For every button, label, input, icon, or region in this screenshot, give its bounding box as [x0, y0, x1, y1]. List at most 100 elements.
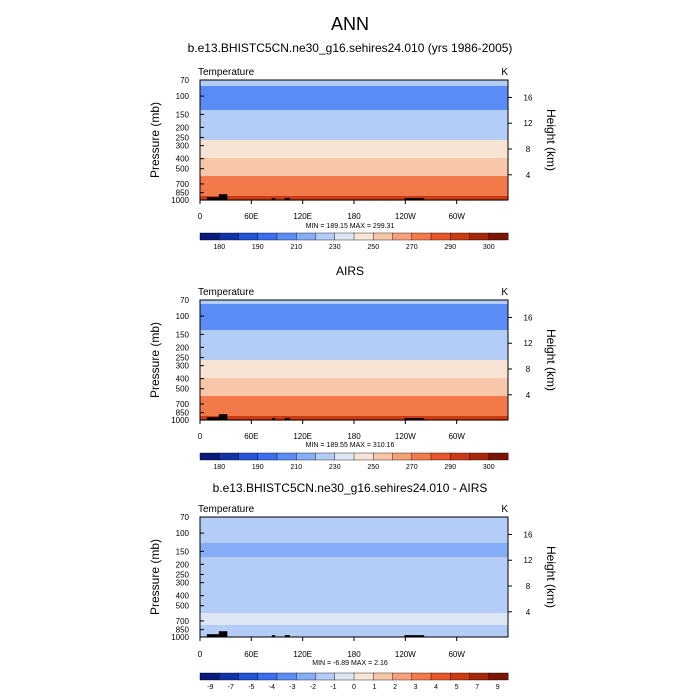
- x-tick-label: 0: [198, 212, 203, 221]
- contour-band: [200, 326, 508, 329]
- colorbar-swatch: [257, 672, 278, 681]
- contour-band: [200, 312, 508, 315]
- contour-band: [200, 196, 508, 199]
- contour-band: [200, 635, 508, 638]
- contour-band: [200, 344, 508, 347]
- y-right-tick-label: 8: [526, 365, 531, 374]
- contour-band: [200, 144, 508, 147]
- contour-band: [200, 300, 508, 303]
- contour-band: [200, 182, 508, 185]
- colorbar-label: 210: [290, 464, 302, 471]
- colorbar-swatch: [450, 452, 470, 461]
- contour-band: [200, 545, 508, 548]
- contour-band: [200, 633, 508, 636]
- contour-band: [200, 114, 508, 117]
- topography-mask: [206, 414, 425, 420]
- contour-band: [200, 384, 508, 387]
- colorbar-swatch: [199, 232, 220, 241]
- y-tick-label: 200: [176, 560, 190, 569]
- colorbar-swatch: [353, 452, 374, 461]
- colorbar-swatch: [430, 672, 451, 681]
- contour-band: [200, 404, 508, 407]
- topography-block: [271, 198, 276, 200]
- contour-band: [200, 565, 508, 568]
- contour-band: [200, 164, 508, 167]
- figure-title: ANN: [331, 14, 369, 34]
- colorbar-swatch: [411, 672, 432, 681]
- colorbar-swatch: [199, 452, 220, 461]
- contour-band: [200, 629, 508, 632]
- y-tick-label: 700: [176, 617, 190, 626]
- colorbar-label: -7: [228, 684, 234, 691]
- contour-band: [200, 310, 508, 313]
- y-tick-label: 700: [176, 180, 190, 189]
- contour-band: [200, 414, 508, 417]
- colorbar-label: -2: [310, 684, 316, 691]
- colorbar-swatch: [315, 232, 336, 241]
- contour-band: [200, 98, 508, 101]
- contour-band: [200, 154, 508, 157]
- contour-band: [200, 140, 508, 143]
- contour-band: [200, 306, 508, 309]
- contour-band: [200, 166, 508, 169]
- min-max-stats: MIN = 189.55 MAX = 310.16: [306, 442, 395, 449]
- contour-band: [200, 304, 508, 307]
- contour-band: [200, 86, 508, 89]
- topography-block: [284, 635, 290, 637]
- panel-left-label: Temperature: [198, 504, 255, 515]
- contour-band: [200, 549, 508, 552]
- colorbar-swatch: [488, 452, 509, 461]
- contour-band: [200, 531, 508, 534]
- colorbar-label: 2: [393, 684, 397, 691]
- contour-band: [200, 396, 508, 399]
- contour-band: [200, 619, 508, 622]
- y-tick-label: 150: [176, 547, 190, 556]
- contour-band: [200, 174, 508, 177]
- contour-band: [200, 577, 508, 580]
- min-max-stats: MIN = -6.89 MAX = 2.16: [312, 660, 388, 667]
- contour-band: [200, 603, 508, 606]
- colorbar-swatch: [430, 452, 451, 461]
- contour-band: [200, 120, 508, 123]
- y-right-axis-label: Height (km): [544, 329, 558, 391]
- topography-block: [284, 418, 290, 420]
- contour-band: [200, 180, 508, 183]
- contour-band: [200, 328, 508, 331]
- contour-band: [200, 148, 508, 151]
- x-tick-label: 180: [347, 432, 361, 441]
- panel-title: AIRS: [336, 264, 364, 278]
- y-tick-label: 300: [176, 362, 190, 371]
- contour-band: [200, 102, 508, 105]
- colorbar-label: 270: [406, 244, 418, 251]
- contour-band: [200, 128, 508, 131]
- contour-band: [200, 625, 508, 628]
- contour-band: [200, 585, 508, 588]
- contour-band: [200, 541, 508, 544]
- colorbar-swatch: [469, 672, 490, 681]
- contour-band: [200, 374, 508, 377]
- x-tick-label: 120W: [395, 212, 416, 221]
- y-right-tick-label: 4: [526, 391, 531, 400]
- x-tick-label: 180: [347, 212, 361, 221]
- contour-band: [200, 390, 508, 393]
- contour-band: [200, 615, 508, 618]
- contour-band: [200, 156, 508, 159]
- contour-band: [200, 338, 508, 341]
- colorbar-swatch: [353, 232, 374, 241]
- topography-block: [404, 198, 425, 200]
- contour-band: [200, 627, 508, 630]
- colorbar-swatch: [488, 672, 509, 681]
- contour-band: [200, 158, 508, 161]
- contour-band: [200, 416, 508, 419]
- contour-band: [200, 563, 508, 566]
- contour-band: [200, 529, 508, 532]
- contour-band: [200, 539, 508, 542]
- topography-block: [218, 414, 228, 420]
- contour-band: [200, 557, 508, 560]
- colorbar-swatch: [411, 232, 432, 241]
- contour-band: [200, 192, 508, 195]
- colorbar-swatch: [296, 452, 316, 461]
- contour-band: [200, 593, 508, 596]
- colorbar-label: 180: [213, 464, 225, 471]
